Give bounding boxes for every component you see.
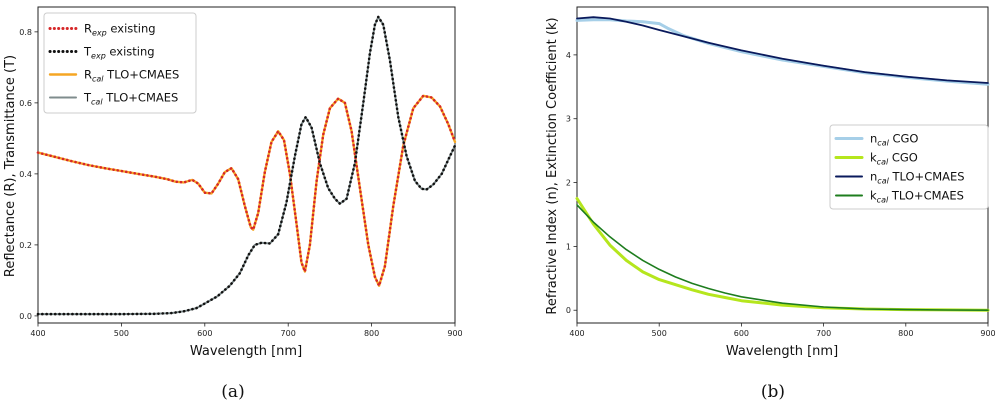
chart-a-x-tick-label: 800 [364, 329, 379, 338]
chart-b-legend-box [829, 124, 989, 210]
chart-b-series-line [576, 204, 989, 311]
chart-b-caption: (b) [761, 382, 785, 402]
chart-a-series-line [36, 15, 457, 316]
chart-a-y-tick-label: 0.6 [19, 99, 32, 108]
chart-a-series-line [36, 94, 457, 287]
chart-a-y-tick-label: 0.4 [19, 170, 32, 179]
chart-b-x-tick-label: 700 [816, 329, 831, 338]
chart-b-legend-entry: kcal TLO+CMAES [870, 189, 964, 205]
chart-a-x-tick-label: 600 [197, 329, 212, 338]
chart-b-y-axis-label: Refractive Index (n), Extinction Coeffic… [545, 17, 560, 314]
chart-a-legend-entry: Rexp existing [84, 22, 156, 38]
chart-b-legend-entry: ncal CGO [870, 132, 918, 148]
chart-a-legend-entry: Rcal TLO+CMAES [84, 68, 179, 84]
chart-a-legend-box [43, 12, 197, 114]
chart-a: 400 500 600 700 800 900 0.0 0.2 0.4 0.6 0.8 Wavele… [3, 6, 463, 402]
chart-a-y-axis-label: Reflectance (R), Transmittance (T) [3, 55, 18, 277]
chart-b-x-tick-label: 500 [652, 329, 667, 338]
chart-b-legend-entry: kcal CGO [870, 151, 918, 167]
chart-a-legend-entry: Texp existing [83, 45, 155, 61]
chart-a-y-tick-label: 0.0 [19, 312, 32, 321]
chart-b-series-line [576, 16, 989, 84]
chart-b-legend: ncal CGO kcal CGO ncal TLO+CMAES kcal TLO+C… [829, 124, 989, 210]
chart-a-x-tick-label: 700 [281, 329, 296, 338]
chart-b-x-tick-label: 800 [898, 329, 913, 338]
chart-a-caption: (a) [221, 382, 244, 402]
chart-b-y-tick-label: 1 [566, 242, 571, 251]
chart-b-x-tick-label: 600 [734, 329, 749, 338]
chart-b-y-tick-label: 2 [566, 179, 571, 188]
chart-b-y-tick-label: 4 [566, 51, 571, 60]
chart-a-y-tick-label: 0.8 [19, 28, 32, 37]
chart-a-legend-entry: Tcal TLO+CMAES [83, 91, 178, 107]
chart-b-y-tick-label: 0 [566, 306, 571, 315]
chart-a-x-tick-label: 900 [447, 329, 462, 338]
chart-b-x-tick-label: 400 [569, 329, 584, 338]
chart-b-y-tick-label: 3 [566, 115, 571, 124]
chart-a-legend: Rexp existing Texp existing Rcal TLO+CMAES… [43, 12, 197, 114]
chart-a-x-tick-label: 400 [30, 329, 45, 338]
chart-b-x-axis-label: Wavelength [nm] [726, 344, 838, 359]
chart-b-legend-entry: ncal TLO+CMAES [870, 170, 965, 186]
chart-a-y-tick-label: 0.2 [19, 241, 32, 250]
chart-a-x-axis-label: Wavelength [nm] [190, 344, 302, 359]
chart-b-x-tick-label: 900 [980, 329, 995, 338]
chart-a-x-tick-label: 500 [114, 329, 129, 338]
